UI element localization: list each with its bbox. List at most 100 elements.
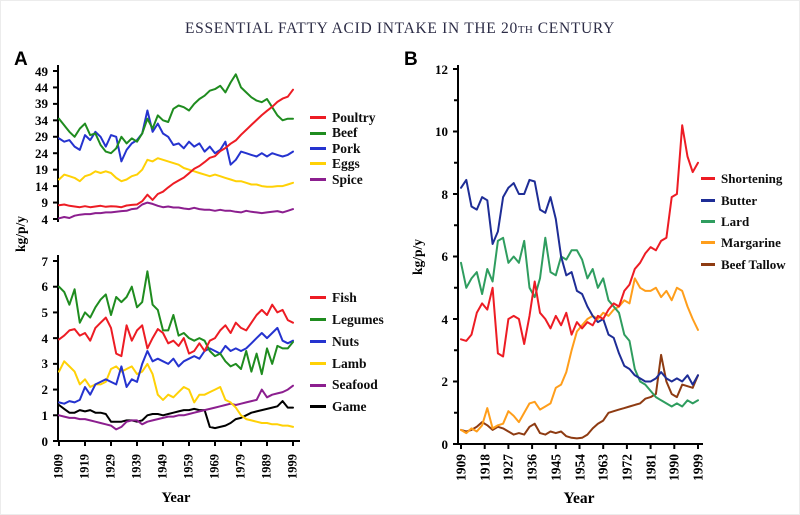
legend-swatch-eggs [310, 162, 326, 166]
panel-a-top-y-tick-label: 24 [35, 145, 48, 161]
legend-label: Poultry [332, 109, 376, 125]
line-nuts [58, 326, 294, 405]
legend-item-nuts: Nuts [310, 331, 384, 353]
legend-swatch-shortening [701, 177, 715, 181]
panel-b-x-axis-title: Year [563, 490, 595, 507]
legend-label: Lard [721, 213, 750, 229]
legend-item-beef-tallow: Beef Tallow [701, 254, 786, 275]
legend-label: Shortening [721, 171, 783, 187]
legend-swatch-lamb [310, 361, 326, 365]
legend-swatch-lard [701, 219, 715, 223]
legend-swatch-beef [310, 131, 326, 135]
legend-label: Fish [332, 290, 357, 306]
legend-swatch-seafood [310, 383, 326, 387]
panel-a-top-y-tick-label: 29 [35, 129, 48, 145]
line-seafood [58, 384, 294, 431]
legend-item-fish: Fish [310, 287, 384, 309]
panel-b-x-tick-label: 1972 [619, 454, 635, 481]
panel-a-bottom-y-tick-label: 2 [41, 382, 49, 398]
panel-a-top-y-tick-label: 4 [41, 211, 49, 227]
panel-a-bottom-x-tick-label: 1909 [51, 454, 66, 479]
line-lard [460, 236, 699, 408]
panel-a-bottom-legend: Fish Legumes Nuts Lamb Seafood Game [310, 287, 384, 418]
panel-a-bottom-y-tick-label: 7 [41, 253, 49, 269]
panel-a-y-axis-title: kg/p/y [13, 215, 28, 253]
legend-item-legumes: Legumes [310, 309, 384, 331]
panel-a-bottom-x-tick-label: 1939 [129, 454, 144, 479]
legend-item-shortening: Shortening [701, 168, 786, 189]
legend-item-beef: Beef [310, 125, 376, 140]
panel-b-y-tick-label: 2 [441, 374, 449, 389]
panel-a-bottom-x-tick-label: 1929 [103, 454, 118, 479]
panel-a-x-axis-title: Year [161, 490, 191, 506]
legend-item-game: Game [310, 396, 384, 418]
legend-swatch-butter [701, 198, 715, 202]
panel-b-y-tick-label: 8 [441, 186, 449, 202]
panel-a-bottom-y-tick-label: 1 [41, 407, 49, 423]
panel-a-bottom-y-tick-label: 4 [41, 330, 49, 346]
panel-b-x-tick-label: 1999 [690, 454, 706, 481]
legend-label: Game [332, 399, 367, 415]
legend-label: Legumes [332, 311, 384, 327]
panel-a-top-y-tick-label: 14 [35, 178, 48, 194]
panel-a-bottom-x-tick-label: 1919 [77, 454, 92, 479]
panel-b-x-tick-label: 1945 [548, 454, 564, 481]
panel-b-x-tick-label: 1954 [572, 454, 587, 481]
figure-title-main: ESSENTIAL FATTY ACID INTAKE IN THE 20 [184, 20, 518, 37]
panel-b-y-tick-label: 12 [435, 61, 448, 77]
line-spice [58, 201, 294, 220]
legend-label: Lamb [332, 355, 367, 371]
panel-b-x-tick-label: 1963 [595, 454, 611, 481]
line-legumes [58, 270, 294, 376]
legend-swatch-fish [310, 296, 326, 300]
panel-b-label: B [404, 49, 418, 70]
legend-item-spice: Spice [310, 172, 376, 187]
legend-item-butter: Butter [701, 189, 786, 210]
legend-label: Butter [721, 192, 758, 208]
panel-b-x-tick-label: 1981 [643, 454, 659, 481]
panel-a-bottom-y-tick-label: 5 [41, 304, 49, 320]
panel-a-label: A [14, 49, 28, 70]
line-butter [460, 178, 699, 386]
panel-b-x-tick-label: 1936 [524, 454, 540, 481]
legend-label: Eggs [332, 156, 360, 172]
legend-label: Nuts [332, 333, 360, 349]
legend-label: Beef [332, 125, 358, 141]
panel-a-bottom-y-tick-label: 0 [41, 433, 49, 449]
legend-swatch-legumes [310, 318, 326, 322]
panel-b-y-tick-label: 6 [441, 249, 449, 264]
line-margarine [460, 277, 699, 435]
panel-a-top-y-tick-label: 44 [35, 79, 48, 95]
legend-swatch-poultry [310, 116, 326, 120]
panel-a-bottom-x-tick-label: 1969 [207, 454, 222, 479]
figure-title-ordinal-suffix: TH [517, 24, 534, 36]
legend-label: Seafood [332, 377, 378, 393]
panel-a-bottom-x-tick-label: 1979 [233, 454, 248, 479]
legend-item-poultry: Poultry [310, 110, 376, 125]
panel-b-x-tick-label: 1909 [453, 454, 469, 481]
legend-item-eggs: Eggs [310, 156, 376, 171]
legend-label: Margarine [721, 235, 781, 251]
legend-item-pork: Pork [310, 141, 376, 156]
line-eggs [58, 157, 294, 188]
panel-a-top-y-tick-label: 9 [41, 195, 49, 211]
legend-label: Spice [332, 171, 363, 187]
legend-swatch-spice [310, 177, 326, 181]
legend-swatch-pork [310, 146, 326, 150]
panel-a-top-legend: Poultry Beef Pork Eggs Spice [310, 110, 376, 187]
panel-a-bottom-y-tick-label: 6 [41, 279, 49, 295]
line-pork [58, 109, 294, 166]
panel-b-x-tick-label: 1918 [477, 454, 493, 481]
panel-b-x-tick-label: 1990 [666, 454, 682, 481]
legend-item-lard: Lard [701, 211, 786, 232]
panel-a-top-y-tick-label: 34 [35, 112, 48, 128]
panel-b-y-tick-label: 10 [435, 124, 448, 139]
figure-title-end: CENTURY [533, 20, 615, 37]
line-fish [58, 303, 294, 358]
panel-a-bottom-x-tick-label: 1999 [285, 454, 300, 479]
panel-b-y-tick-label: 0 [441, 436, 449, 452]
panel-a-top-y-tick-label: 19 [35, 162, 48, 178]
panel-a-bottom-x-tick-label: 1989 [259, 454, 274, 479]
